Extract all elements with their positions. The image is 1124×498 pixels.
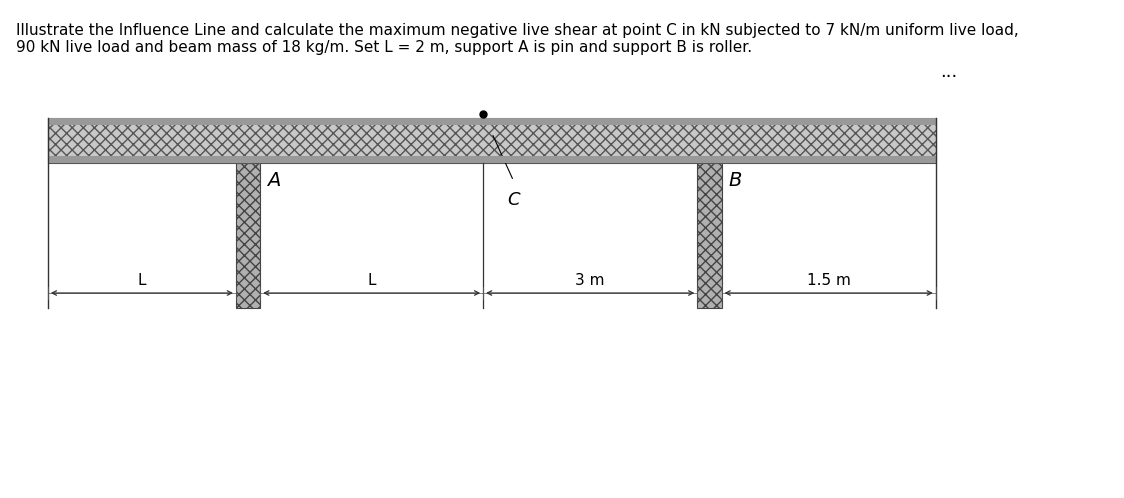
Text: A: A (268, 171, 281, 190)
Bar (48, 156, 936, 163)
Text: L: L (368, 273, 375, 288)
Bar (697, 163, 722, 308)
Text: L: L (137, 273, 146, 288)
Text: B: B (728, 171, 742, 190)
Text: ...: ... (940, 63, 958, 81)
Bar (236, 163, 261, 308)
Bar (48, 118, 936, 125)
Bar (48, 118, 936, 163)
Text: C: C (507, 191, 520, 209)
Text: 1.5 m: 1.5 m (807, 273, 851, 288)
Text: 3 m: 3 m (575, 273, 605, 288)
Text: Illustrate the Influence Line and calculate the maximum negative live shear at p: Illustrate the Influence Line and calcul… (16, 23, 1018, 55)
